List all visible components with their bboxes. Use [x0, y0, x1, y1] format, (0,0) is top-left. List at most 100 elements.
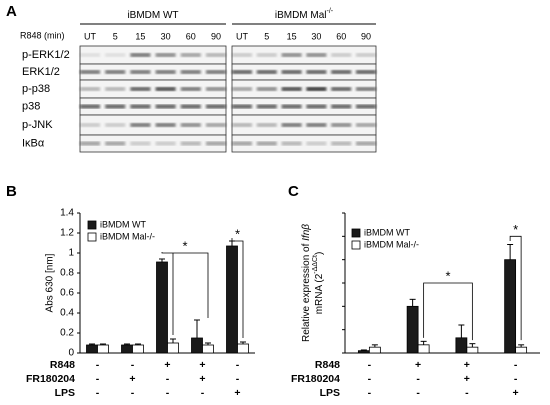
condition-value: - — [96, 387, 100, 399]
bar — [191, 337, 203, 354]
panel-label: C — [288, 183, 299, 200]
significance-bracket — [423, 282, 473, 341]
bar — [504, 259, 517, 354]
band — [281, 70, 302, 74]
band — [130, 70, 151, 74]
bar — [357, 350, 370, 354]
band — [80, 53, 100, 57]
band — [256, 123, 277, 127]
band — [356, 141, 376, 146]
legend-label: iBMDM Mal-/- — [364, 239, 419, 249]
band — [130, 87, 151, 91]
y-tick-label: 0.8 — [60, 268, 74, 279]
band — [306, 87, 327, 91]
row-label: p-p38 — [22, 83, 50, 95]
band — [130, 123, 151, 127]
band — [356, 104, 376, 109]
band — [80, 87, 100, 91]
blot-frame — [231, 97, 377, 116]
y-tick-label: 1 — [68, 248, 74, 259]
lane-label: 15 — [287, 31, 297, 41]
band — [256, 141, 277, 146]
row-label: ERK1/2 — [22, 66, 60, 78]
condition-value: - — [514, 359, 518, 371]
condition-value: - — [465, 387, 469, 399]
blot-frame — [79, 45, 227, 65]
condition-value: - — [166, 387, 170, 399]
y-label-part: mRNA (2 — [314, 273, 325, 314]
bar — [167, 342, 179, 354]
group-name: iBMDM Mal — [275, 10, 327, 21]
band — [232, 87, 252, 91]
band — [306, 123, 327, 127]
condition-value: - — [96, 359, 100, 371]
group-name: iBMDM WT — [127, 10, 178, 21]
band — [281, 87, 302, 91]
time-label: R848 (min) — [20, 30, 65, 40]
band — [306, 70, 327, 74]
band — [206, 87, 226, 91]
condition-label: R848 — [315, 359, 340, 371]
condition-value: - — [368, 359, 372, 371]
bar — [97, 344, 109, 354]
significance-bracket — [509, 235, 522, 341]
blot-frame — [231, 45, 377, 65]
lane-label: 30 — [311, 31, 321, 41]
band — [180, 70, 201, 74]
y-tick-label: 0.6 — [60, 288, 74, 299]
y-tick-label: 0.2 — [60, 328, 74, 339]
legend-label: iBMDM Mal-/- — [100, 231, 155, 241]
legend-label: iBMDM WT — [364, 227, 410, 237]
group-label: iBMDM WT — [127, 10, 178, 21]
significance-mark: * — [513, 222, 518, 237]
condition-label: FR180204 — [26, 373, 75, 385]
band — [155, 87, 176, 91]
condition-value: - — [514, 373, 518, 385]
condition-value: - — [131, 387, 135, 399]
panel-label: B — [6, 183, 17, 200]
y-tick-label: 0.4 — [60, 308, 74, 319]
band — [206, 104, 226, 109]
y-tick-label: 1.4 — [60, 208, 74, 219]
bar — [237, 343, 249, 354]
y-axis-label: Abs 630 [nm] — [45, 253, 56, 312]
row-label: p-ERK1/2 — [22, 49, 70, 61]
condition-label: LPS — [55, 387, 75, 399]
band — [206, 141, 226, 146]
condition-value: + — [464, 373, 470, 385]
band — [331, 123, 352, 127]
band — [105, 87, 126, 91]
band — [180, 104, 201, 109]
legend-swatch — [351, 228, 361, 238]
band — [130, 141, 151, 146]
lane-label: 90 — [211, 31, 221, 41]
band — [155, 104, 176, 109]
condition-value: + — [234, 387, 240, 399]
significance-mark: * — [235, 226, 240, 241]
band — [206, 123, 226, 127]
legend-label: iBMDM WT — [100, 219, 146, 229]
band — [105, 53, 126, 57]
band — [256, 87, 277, 91]
band — [356, 70, 376, 74]
band — [155, 53, 176, 57]
band — [130, 53, 151, 57]
condition-value: - — [368, 373, 372, 385]
blot-frame — [231, 63, 377, 81]
condition-label: R848 — [50, 359, 75, 371]
band — [232, 53, 252, 57]
condition-value: + — [164, 359, 170, 371]
significance-mark: * — [182, 238, 187, 253]
blot-frame — [79, 79, 227, 99]
bar — [86, 344, 98, 354]
band — [256, 53, 277, 57]
condition-value: - — [236, 359, 240, 371]
band — [105, 141, 126, 146]
band — [281, 141, 302, 146]
y-tick-label: 1.2 — [60, 228, 74, 239]
bar — [455, 337, 468, 354]
band — [155, 141, 176, 146]
lane-label: UT — [236, 31, 248, 41]
y-label-part: ) — [314, 252, 325, 255]
row-label: IκBα — [22, 137, 45, 149]
